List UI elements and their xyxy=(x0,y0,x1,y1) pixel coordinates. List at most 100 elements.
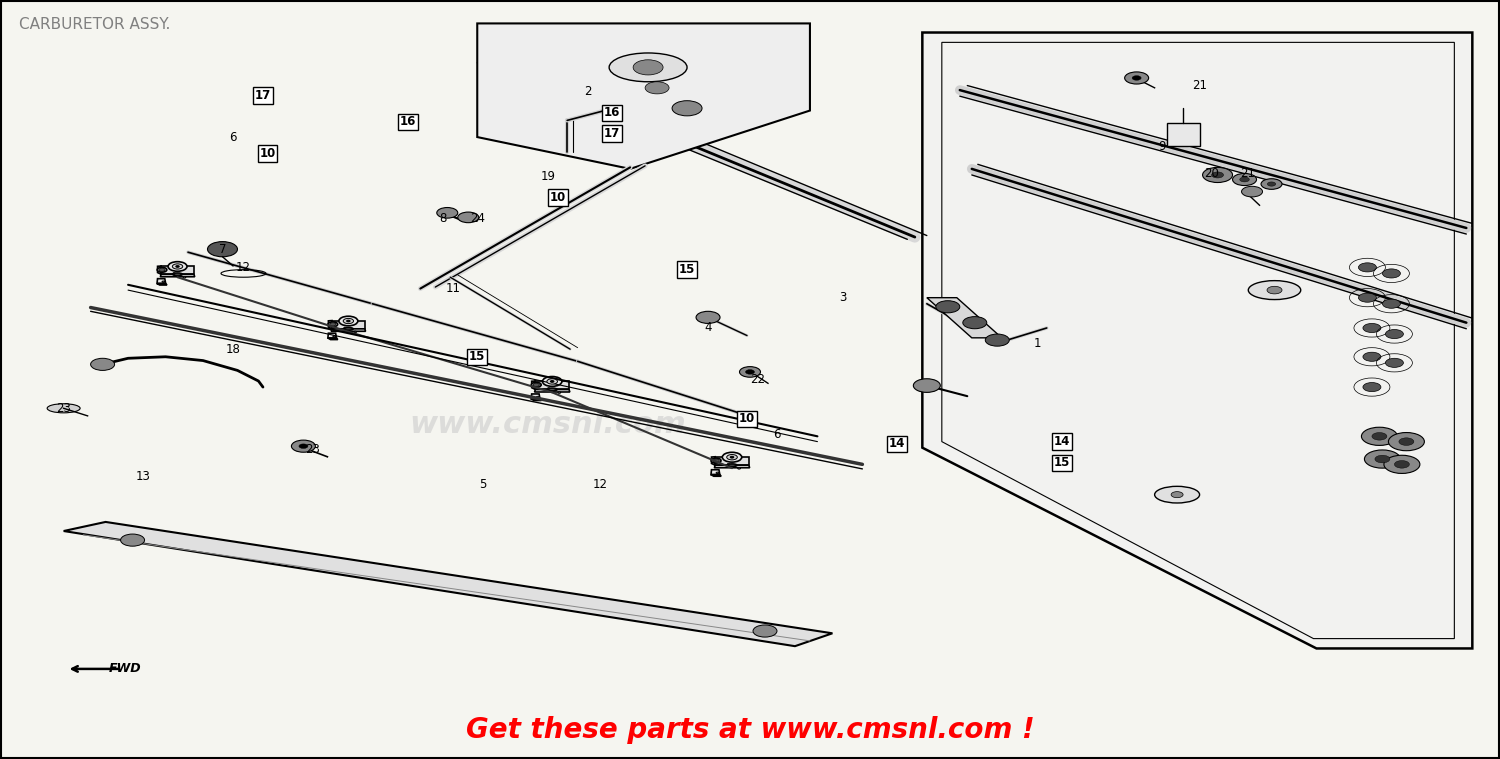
Circle shape xyxy=(532,383,540,386)
Circle shape xyxy=(1383,269,1401,278)
Circle shape xyxy=(159,268,165,272)
Circle shape xyxy=(344,318,354,323)
Circle shape xyxy=(436,207,457,218)
Text: 3: 3 xyxy=(839,291,846,304)
Ellipse shape xyxy=(345,328,351,329)
Text: 22: 22 xyxy=(750,373,765,386)
Circle shape xyxy=(298,444,307,449)
Circle shape xyxy=(1262,178,1282,189)
Circle shape xyxy=(183,277,186,278)
Text: 1: 1 xyxy=(1034,337,1041,350)
Circle shape xyxy=(746,370,754,374)
Circle shape xyxy=(1268,182,1275,186)
Circle shape xyxy=(1212,172,1224,178)
Circle shape xyxy=(914,379,940,392)
Circle shape xyxy=(633,60,663,75)
Text: 23: 23 xyxy=(56,402,70,414)
Text: 15: 15 xyxy=(680,263,694,276)
Circle shape xyxy=(1268,286,1282,294)
Circle shape xyxy=(1383,299,1401,308)
Polygon shape xyxy=(927,298,1002,338)
Ellipse shape xyxy=(174,273,182,276)
Ellipse shape xyxy=(549,389,555,390)
Ellipse shape xyxy=(1248,281,1300,300)
Text: 18: 18 xyxy=(225,343,240,356)
Text: 12: 12 xyxy=(236,261,250,274)
Text: 10: 10 xyxy=(740,412,754,425)
Circle shape xyxy=(550,380,554,383)
Circle shape xyxy=(1364,352,1382,361)
Circle shape xyxy=(1372,433,1388,440)
Circle shape xyxy=(730,456,734,458)
Circle shape xyxy=(1172,492,1184,498)
Polygon shape xyxy=(158,283,166,285)
Text: 20: 20 xyxy=(1204,167,1219,180)
Circle shape xyxy=(740,367,760,377)
Circle shape xyxy=(333,335,336,337)
Polygon shape xyxy=(922,33,1473,648)
Circle shape xyxy=(672,101,702,116)
Circle shape xyxy=(120,534,144,546)
Bar xyxy=(332,320,364,329)
Polygon shape xyxy=(711,470,720,474)
Text: 8: 8 xyxy=(440,213,447,225)
Text: 12: 12 xyxy=(592,477,608,490)
Circle shape xyxy=(645,82,669,94)
Text: Get these parts at www.cmsnl.com !: Get these parts at www.cmsnl.com ! xyxy=(465,716,1035,744)
Circle shape xyxy=(1389,433,1425,451)
Circle shape xyxy=(1362,427,1398,446)
Circle shape xyxy=(458,212,478,222)
Text: 21: 21 xyxy=(1192,79,1208,92)
Text: CARBURETOR ASSY.: CARBURETOR ASSY. xyxy=(18,17,170,33)
Text: 24: 24 xyxy=(470,213,484,225)
Circle shape xyxy=(354,331,357,332)
Text: 11: 11 xyxy=(446,282,460,295)
Polygon shape xyxy=(714,465,750,468)
Text: 14: 14 xyxy=(888,437,904,450)
Circle shape xyxy=(1395,461,1410,468)
Circle shape xyxy=(537,396,538,398)
Circle shape xyxy=(330,323,336,326)
Ellipse shape xyxy=(46,404,80,413)
Polygon shape xyxy=(332,329,366,331)
Circle shape xyxy=(543,376,562,386)
Polygon shape xyxy=(328,320,332,329)
Polygon shape xyxy=(160,274,195,277)
Circle shape xyxy=(723,452,741,462)
Text: FWD: FWD xyxy=(108,663,141,676)
Circle shape xyxy=(711,458,722,463)
Circle shape xyxy=(728,463,729,465)
Text: 2: 2 xyxy=(585,85,592,98)
Ellipse shape xyxy=(543,384,562,386)
Polygon shape xyxy=(158,279,165,283)
Text: 10: 10 xyxy=(260,147,276,160)
Circle shape xyxy=(1132,76,1142,80)
Circle shape xyxy=(726,455,738,460)
Ellipse shape xyxy=(344,328,352,330)
Bar xyxy=(160,266,194,274)
Ellipse shape xyxy=(172,273,183,276)
Text: 17: 17 xyxy=(604,127,621,140)
Text: 19: 19 xyxy=(540,170,555,183)
Ellipse shape xyxy=(728,464,736,467)
Circle shape xyxy=(548,388,549,389)
Ellipse shape xyxy=(548,388,556,391)
Polygon shape xyxy=(328,333,336,338)
Text: 16: 16 xyxy=(604,106,621,119)
Text: 5: 5 xyxy=(480,477,488,490)
Polygon shape xyxy=(531,399,542,401)
Text: 13: 13 xyxy=(135,470,150,483)
Text: 9: 9 xyxy=(1158,140,1166,153)
Circle shape xyxy=(172,264,183,269)
Circle shape xyxy=(1242,186,1263,197)
Circle shape xyxy=(1233,173,1257,185)
Circle shape xyxy=(712,459,718,462)
Circle shape xyxy=(1359,293,1377,302)
Polygon shape xyxy=(477,24,810,169)
Ellipse shape xyxy=(339,323,358,326)
Text: 15: 15 xyxy=(470,350,486,364)
Polygon shape xyxy=(158,266,160,274)
Circle shape xyxy=(531,383,542,387)
Circle shape xyxy=(753,625,777,637)
Circle shape xyxy=(339,317,358,326)
